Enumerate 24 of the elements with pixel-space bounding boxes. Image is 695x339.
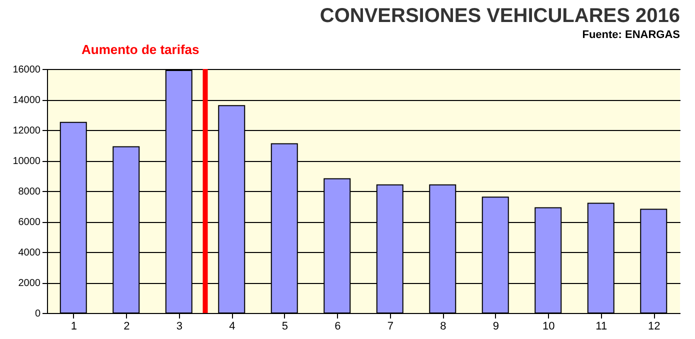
ref-line-label: Aumento de tarifas [82, 42, 200, 57]
x-tick-label: 11 [596, 320, 608, 332]
x-tick-label: 6 [334, 320, 341, 332]
x-tick-label: 3 [176, 320, 182, 332]
y-tick-label: 16000 [12, 64, 41, 76]
chart-title: CONVERSIONES VEHICULARES 2016 [320, 5, 680, 27]
x-tick-label: 10 [542, 320, 555, 332]
x-tick-label: 1 [70, 320, 77, 332]
y-tick-label: 14000 [12, 95, 41, 106]
x-tick-label: 8 [440, 320, 446, 332]
y-tick-label: 6000 [18, 217, 41, 228]
x-tick-label: 2 [124, 320, 130, 332]
chart-subtitle: Fuente: ENARGAS [582, 29, 680, 41]
x-tick-label: 4 [229, 320, 236, 332]
y-tick-label: 10000 [12, 156, 41, 167]
x-tick-label: 5 [282, 320, 288, 332]
x-tick-label: 7 [387, 320, 394, 332]
y-tick-label: 2000 [18, 278, 41, 289]
x-tick-label: 9 [492, 320, 499, 332]
x-tick-label: 12 [648, 320, 660, 332]
y-tick-label: 12000 [12, 126, 41, 136]
y-tick-label: 8000 [18, 186, 41, 198]
y-tick-label: 4000 [18, 248, 41, 258]
y-tick-label: 0 [34, 308, 41, 320]
